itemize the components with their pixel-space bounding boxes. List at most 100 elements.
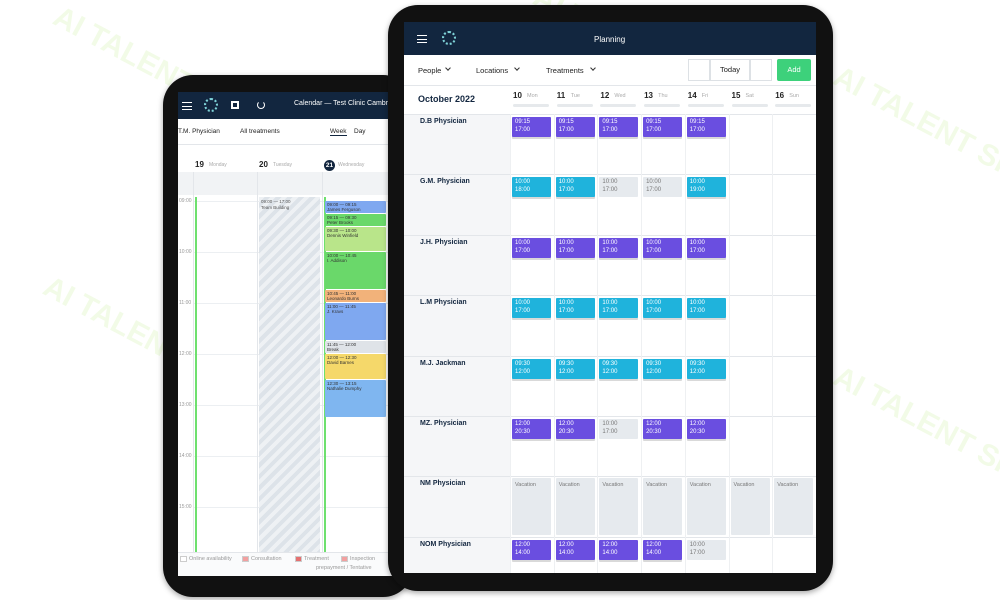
shift-end: 14:00 bbox=[515, 549, 531, 556]
shift-block[interactable]: 09:15 17:00 bbox=[555, 117, 595, 137]
legend-label: Inspection bbox=[350, 556, 376, 562]
shift-block[interactable]: 10:00 17:00 bbox=[555, 177, 595, 198]
shift-block[interactable]: 12:00 14:00 bbox=[599, 539, 639, 560]
appointment[interactable]: 09:30 — 10:00 Dennis Winfield bbox=[325, 226, 386, 251]
shift-block[interactable]: Vacation bbox=[643, 478, 683, 536]
legend-label: Treatment bbox=[304, 556, 329, 562]
shift-block[interactable]: 12:00 20:30 bbox=[643, 419, 683, 439]
column-line bbox=[510, 114, 511, 573]
shift-block[interactable]: 10:00 19:00 bbox=[686, 177, 726, 198]
shift-block[interactable]: Vacation bbox=[774, 478, 814, 536]
shift-block[interactable]: 10:00 17:00 bbox=[599, 419, 639, 439]
next-button[interactable] bbox=[750, 59, 772, 81]
shift-block[interactable]: 10:00 17:00 bbox=[643, 298, 683, 319]
shift-block[interactable]: 10:00 17:00 bbox=[599, 298, 639, 319]
shift-end: 17:00 bbox=[689, 549, 705, 556]
row-line bbox=[404, 476, 816, 478]
shift-block[interactable]: 12:00 14:00 bbox=[555, 539, 595, 560]
shift-start: 09:30 bbox=[602, 360, 618, 367]
shift-block[interactable]: Vacation bbox=[599, 478, 639, 536]
shift-block[interactable]: Vacation bbox=[730, 478, 770, 536]
shift-block[interactable]: 09:15 17:00 bbox=[643, 117, 683, 137]
practitioner-name[interactable]: G.M. Physician bbox=[420, 178, 470, 186]
shift-block[interactable]: Vacation bbox=[512, 478, 551, 536]
view-tab[interactable]: Week bbox=[330, 128, 347, 136]
shift-block[interactable]: 09:15 17:00 bbox=[512, 117, 551, 137]
shift-block[interactable]: 10:00 17:00 bbox=[555, 237, 595, 258]
shift-end: 20:30 bbox=[558, 429, 574, 435]
practitioner-name[interactable]: MZ. Physician bbox=[420, 420, 467, 427]
shift-block[interactable]: 09:30 12:00 bbox=[599, 358, 639, 379]
shift-block[interactable]: 10:00 17:00 bbox=[599, 177, 639, 198]
appointment[interactable]: 09:00 — 09:15 James Ferguson bbox=[325, 201, 386, 213]
day-bar bbox=[775, 104, 812, 107]
shift-start: 09:15 bbox=[646, 119, 662, 125]
shift-block[interactable]: 10:00 17:00 bbox=[686, 539, 726, 560]
shift-end: 17:00 bbox=[602, 127, 618, 133]
shift-block[interactable]: 10:00 17:00 bbox=[512, 298, 551, 319]
shift-block[interactable]: 10:00 17:00 bbox=[512, 237, 551, 258]
shift-block[interactable]: Vacation bbox=[686, 478, 726, 536]
shift-block[interactable]: 12:00 20:30 bbox=[512, 419, 551, 439]
weekday: Mon bbox=[527, 93, 538, 99]
shift-block[interactable]: 09:15 17:00 bbox=[599, 117, 639, 137]
shift-block[interactable]: Vacation bbox=[555, 478, 595, 536]
shift-block[interactable]: 09:30 12:00 bbox=[686, 358, 726, 379]
weekday: Fri bbox=[701, 93, 709, 99]
appointment[interactable]: 12:00 — 12:30 David Barnes bbox=[325, 354, 386, 379]
appointment[interactable]: 11:00 — 11:45 J. Kravs bbox=[325, 303, 386, 341]
practitioner-name[interactable]: J.H. Physician bbox=[420, 238, 468, 246]
view-tab[interactable]: Day bbox=[354, 128, 366, 135]
filter-dropdown[interactable]: People bbox=[418, 66, 442, 75]
prev-button[interactable] bbox=[688, 59, 710, 81]
filter-dropdown[interactable]: Locations bbox=[476, 66, 509, 75]
menu-icon[interactable] bbox=[182, 102, 192, 110]
practitioner-name[interactable]: M.J. Jackman bbox=[420, 359, 466, 367]
appointment[interactable]: 12:30 — 13:15 Nathalie Dumphy bbox=[325, 379, 386, 417]
shift-block[interactable]: 09:30 12:00 bbox=[643, 358, 683, 379]
shift-block[interactable]: 10:00 17:00 bbox=[686, 237, 726, 258]
appointment[interactable]: 09:15 — 09:30 Peter Brooks bbox=[325, 213, 386, 226]
practitioner-name[interactable]: D.B Physician bbox=[420, 118, 467, 125]
divider bbox=[404, 85, 816, 86]
practitioner-name[interactable]: NM Physician bbox=[420, 480, 466, 488]
shift-block[interactable]: 10:00 17:00 bbox=[643, 177, 683, 198]
shift-block[interactable]: 10:00 17:00 bbox=[599, 237, 639, 258]
shift-block[interactable]: 10:00 17:00 bbox=[686, 298, 726, 319]
filter-dropdown[interactable]: Treatments bbox=[546, 66, 584, 75]
divider bbox=[178, 172, 408, 195]
appointment-name: Break bbox=[327, 347, 339, 353]
shift-block[interactable]: 10:00 18:00 bbox=[512, 177, 551, 198]
appointment[interactable]: 11:45 — 12:00 Break bbox=[325, 341, 386, 353]
practitioner-name[interactable]: NOM Physician bbox=[420, 540, 471, 548]
add-button[interactable]: Add bbox=[777, 59, 811, 81]
shift-block[interactable]: 12:00 14:00 bbox=[512, 539, 551, 560]
column-line bbox=[772, 114, 774, 573]
today-button[interactable]: Today bbox=[710, 59, 750, 81]
shift-block[interactable]: 12:00 20:30 bbox=[686, 419, 726, 439]
shift-block[interactable]: 09:15 17:00 bbox=[686, 117, 726, 137]
shift-block[interactable]: 10:00 17:00 bbox=[555, 298, 595, 319]
month-label[interactable]: October 2022 bbox=[418, 94, 476, 104]
shift-start: 10:00 bbox=[558, 179, 574, 186]
day-number: 12 bbox=[600, 91, 610, 100]
header-title: Calendar — Test Clinic Cambr bbox=[294, 100, 389, 107]
shift-block[interactable]: 12:00 20:30 bbox=[555, 419, 595, 439]
filter-dropdown[interactable]: All treatments bbox=[240, 128, 280, 135]
menu-icon[interactable] bbox=[417, 35, 427, 43]
legend-swatch bbox=[341, 556, 348, 562]
shift-label: Vacation bbox=[733, 482, 755, 489]
appointment[interactable]: 10:45 — 11:00 Leonardo Burns bbox=[325, 290, 386, 302]
shift-block[interactable]: 10:00 17:00 bbox=[643, 237, 683, 258]
shift-block[interactable]: 09:30 12:00 bbox=[555, 358, 595, 379]
practitioner-name[interactable]: L.M Physician bbox=[420, 299, 467, 307]
filter-dropdown[interactable]: T.M. Physician bbox=[178, 128, 220, 135]
shift-start: 10:00 bbox=[689, 300, 705, 307]
shift-end: 12:00 bbox=[646, 368, 662, 375]
appointment[interactable]: 10:00 — 10:45 I. Addison bbox=[325, 252, 386, 290]
weekday: Thu bbox=[658, 93, 668, 99]
shift-block[interactable]: 12:00 14:00 bbox=[643, 539, 683, 560]
column-line bbox=[322, 172, 323, 552]
shift-block[interactable]: 09:30 12:00 bbox=[512, 358, 551, 379]
